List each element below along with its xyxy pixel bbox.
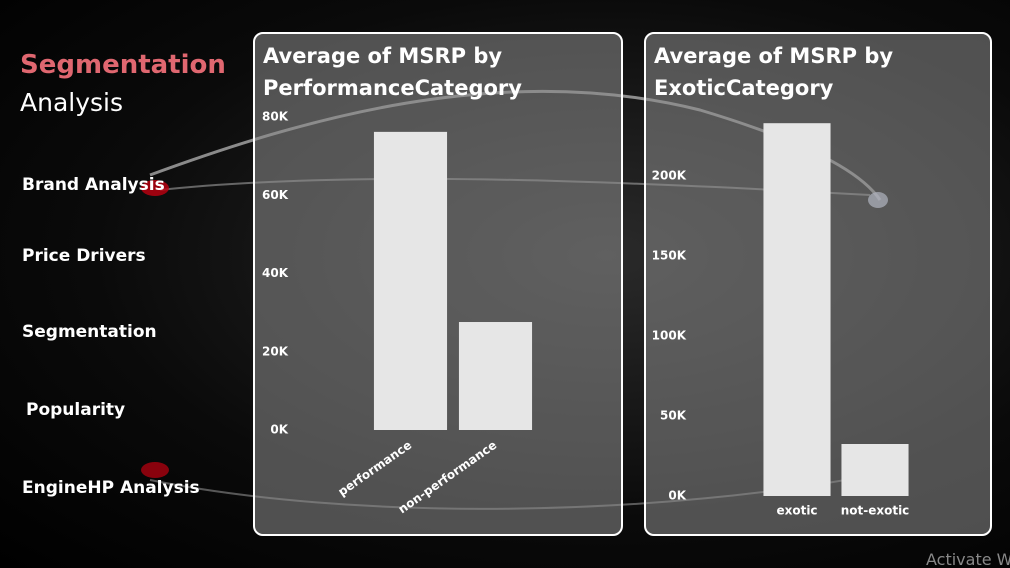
y-tick-label: 40K <box>262 266 289 280</box>
chart-title: Average of MSRP by PerformanceCategory <box>263 44 522 100</box>
nav-item[interactable]: Price Drivers <box>22 246 146 266</box>
nav-item[interactable]: Segmentation <box>22 322 157 342</box>
bar <box>458 322 533 430</box>
nav-item[interactable]: Brand Analysis <box>22 175 165 195</box>
tail-light <box>141 462 169 478</box>
x-tick-label: exotic <box>776 504 817 518</box>
y-tick-label: 60K <box>262 188 289 202</box>
chart-title: Average of MSRP by ExoticCategory <box>654 44 894 100</box>
x-tick-label: not-exotic <box>841 504 910 518</box>
nav-item[interactable]: EngineHP Analysis <box>22 478 200 498</box>
y-tick-label: 50K <box>660 409 687 423</box>
tail-light <box>141 180 169 196</box>
y-tick-label: 0K <box>668 489 686 503</box>
nav-item[interactable]: Popularity <box>26 400 126 420</box>
y-tick-label: 20K <box>262 344 289 358</box>
watermark: Activate W <box>926 550 1010 568</box>
bar <box>373 131 448 430</box>
y-tick-label: 150K <box>652 249 687 263</box>
header-subtitle: Analysis <box>20 88 124 117</box>
bar <box>763 123 831 496</box>
bar <box>841 444 909 496</box>
x-tick-label: performance <box>335 438 414 499</box>
y-tick-label: 200K <box>652 169 687 183</box>
y-tick-label: 0K <box>270 423 288 437</box>
y-tick-label: 80K <box>262 110 289 124</box>
header-title: Segmentation <box>20 50 226 80</box>
y-tick-label: 100K <box>652 329 687 343</box>
